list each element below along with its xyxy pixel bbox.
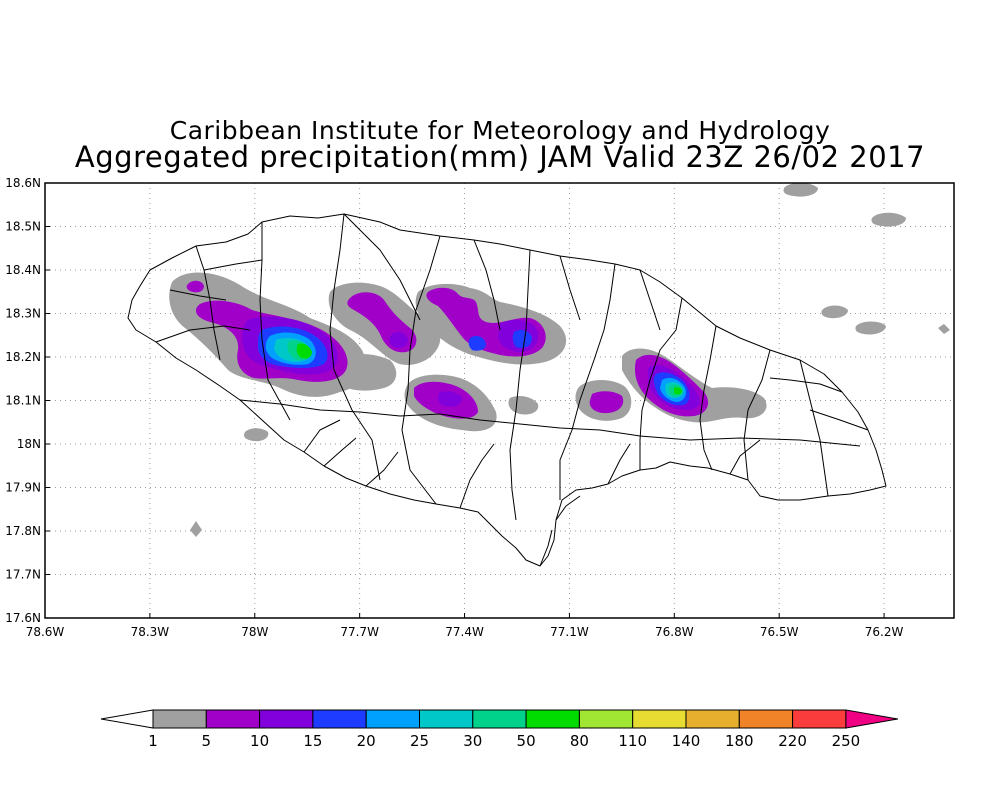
lat-tick-label: 18N [17, 437, 41, 451]
lon-tick-label: 77.4W [445, 625, 484, 639]
colorbar-cell [685, 709, 740, 729]
lat-tick-label: 17.8N [5, 524, 41, 538]
precip-area-speck-4 [871, 212, 906, 227]
colorbar-arrow-low [100, 709, 154, 729]
lat-tick-label: 17.9N [5, 481, 41, 495]
colorbar-cell [738, 709, 794, 729]
lat-tick-label: 17.6N [5, 611, 41, 625]
precip-area-5-nw [186, 280, 204, 293]
precip-area-speck-6 [855, 321, 886, 335]
colorbar-cell [792, 709, 847, 729]
precip-area-5-east-1 [589, 391, 624, 414]
colorbar-label: 1 [148, 732, 158, 750]
colorbar-label: 10 [250, 732, 269, 750]
precip-area-speck-5 [821, 305, 848, 319]
lon-tick-label: 76.2W [865, 625, 904, 639]
chart-title: Caribbean Institute for Meteorology and … [169, 116, 831, 145]
map-axes: 78.6W 78.3W 78W 77.7W 77.4W 77.1W 76.8W 76.5W 76… [5, 176, 903, 639]
precip-area-speck-7 [938, 324, 950, 334]
colorbar-label: 15 [303, 732, 322, 750]
colorbar-label: 140 [672, 732, 701, 750]
colorbar-label: 180 [725, 732, 754, 750]
lon-tick-label: 78.6W [26, 625, 65, 639]
lat-tick-label: 18.1N [5, 394, 41, 408]
colorbar-label: 250 [832, 732, 861, 750]
precipitation-field [169, 183, 950, 537]
colorbar-cell [312, 709, 367, 729]
colorbar-label: 80 [570, 732, 589, 750]
colorbar-label: 5 [202, 732, 212, 750]
precip-area-speck-2 [190, 521, 202, 537]
precip-area-15-north-1 [468, 336, 486, 351]
lon-tick-label: 78W [241, 625, 268, 639]
lat-tick-label: 17.7N [5, 568, 41, 582]
precip-area-50-west [296, 343, 312, 359]
colorbar-label: 25 [410, 732, 429, 750]
precip-contour-50mm [296, 343, 682, 395]
lat-tick-label: 18.3N [5, 307, 41, 321]
colorbar-cell [632, 709, 687, 729]
colorbar-cell [365, 709, 421, 729]
colorbar-cell [472, 709, 527, 729]
colorbar-cell [205, 709, 261, 729]
precip-area-speck-1 [244, 428, 269, 442]
colorbar-label: 20 [357, 732, 376, 750]
lon-tick-label: 77.1W [550, 625, 589, 639]
lon-tick-label: 77.7W [340, 625, 379, 639]
chart-subtitle: Aggregated precipitation(mm) JAM Valid 2… [74, 140, 926, 174]
precip-area-south-central [508, 396, 539, 415]
lat-tick-label: 18.2N [5, 350, 41, 364]
colorbar-label: 30 [463, 732, 482, 750]
lon-tick-label: 76.8W [655, 625, 694, 639]
precip-area-15-north-2 [512, 330, 532, 348]
lat-tick-label: 18.4N [5, 263, 41, 277]
colorbar: 1 5 10 15 20 25 30 50 80 110 140 180 220 250 [100, 709, 898, 750]
map-grid [45, 183, 954, 618]
colorbar-label: 110 [618, 732, 647, 750]
jamaica-coastline [127, 213, 887, 567]
colorbar-cell [525, 709, 580, 729]
precip-area-10-central [437, 391, 462, 407]
plot-frame [44, 182, 955, 619]
lat-tick-label: 18.5N [5, 220, 41, 234]
colorbar-cell [419, 709, 474, 729]
precip-area-50-east [674, 387, 682, 395]
colorbar-cell [259, 709, 314, 729]
lon-tick-label: 76.5W [760, 625, 799, 639]
colorbar-label: 50 [517, 732, 536, 750]
precip-area-speck-3 [783, 183, 818, 197]
colorbar-cell [578, 709, 634, 729]
colorbar-cell [152, 709, 207, 729]
precip-area-10-north-1 [389, 332, 408, 349]
lat-tick-label: 18.6N [5, 176, 41, 190]
colorbar-arrow-high [845, 709, 898, 729]
lon-tick-label: 78.3W [131, 625, 170, 639]
colorbar-label: 220 [778, 732, 807, 750]
precip-area-central-west [334, 354, 397, 391]
